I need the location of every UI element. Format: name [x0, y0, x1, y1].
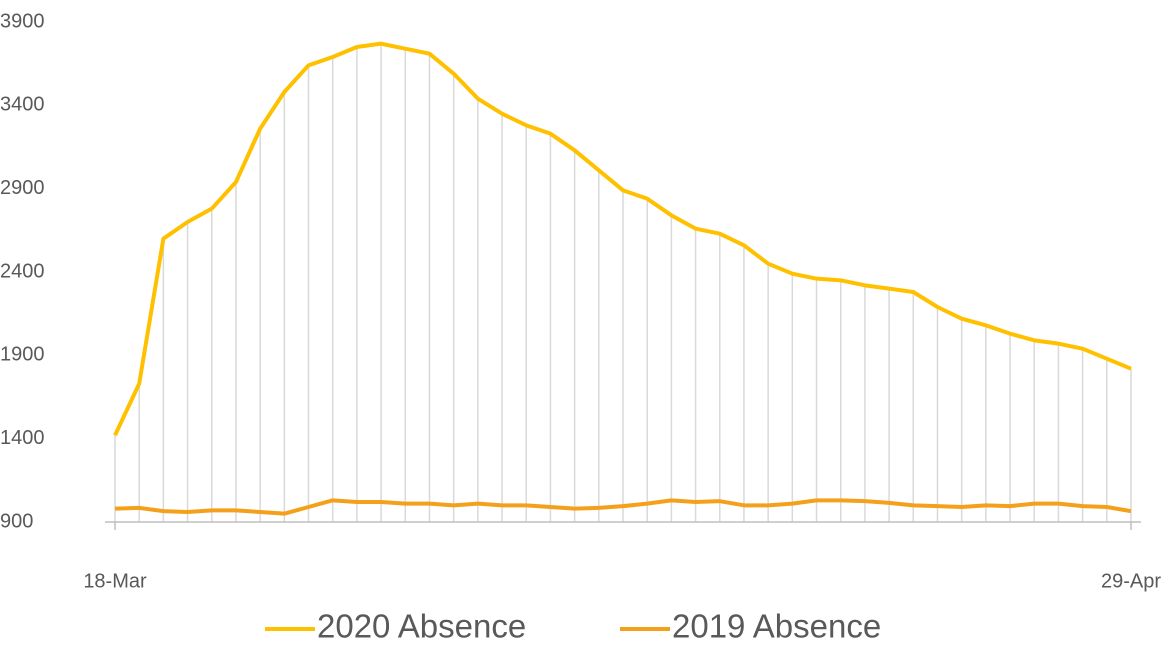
series-line [114, 498, 1132, 516]
y-tick-label: 2400 [0, 260, 45, 282]
y-tick-label: 1900 [0, 344, 45, 366]
y-tick-label: 3400 [0, 94, 45, 116]
y-tick-label: 900 [0, 510, 33, 532]
legend-label: 2020 Absence [317, 608, 526, 645]
x-tick-label: 18-Mar [83, 570, 147, 592]
series-line [113, 41, 1132, 437]
y-tick-label: 2900 [0, 177, 45, 199]
y-tick-label: 1400 [0, 427, 45, 449]
legend-label: 2019 Absence [672, 608, 881, 645]
y-tick-label: 3900 [0, 10, 45, 32]
x-tick-label: 29-Apr [1101, 570, 1161, 592]
